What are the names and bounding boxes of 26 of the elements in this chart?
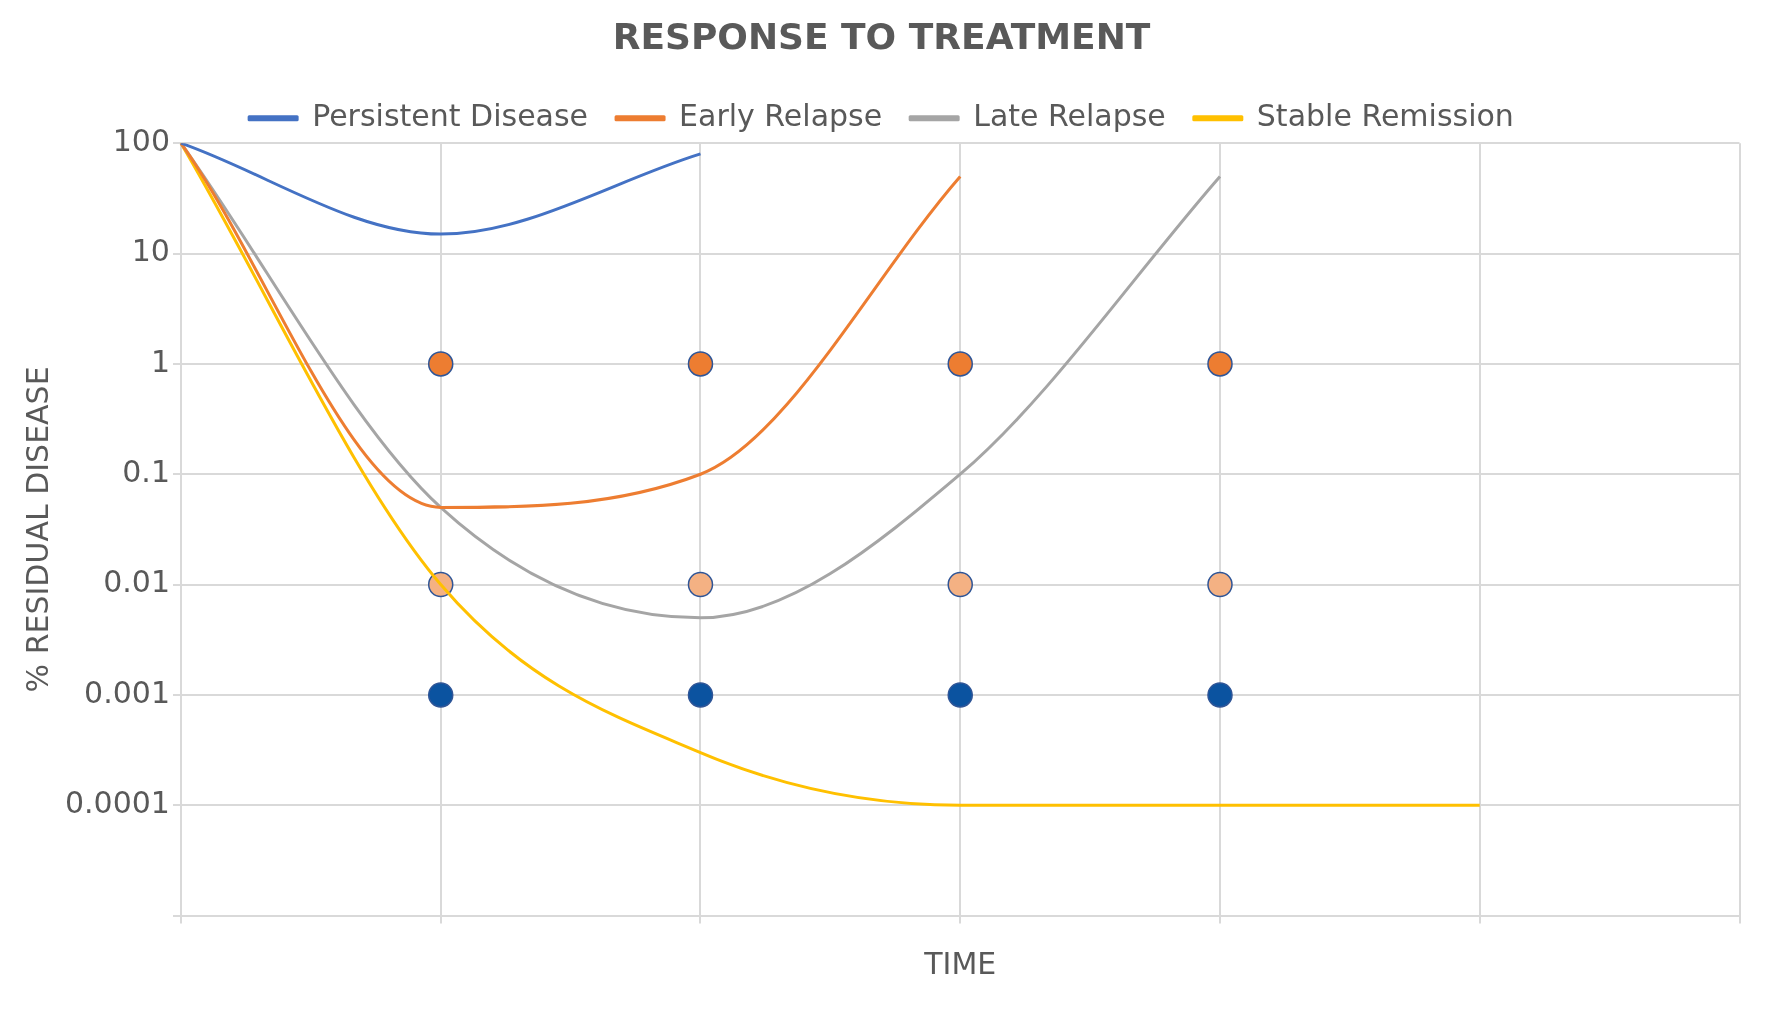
y-tick-label: 100 [112,123,170,158]
point [687,682,714,708]
legend-label: Early Relapse [679,98,883,133]
point [1207,351,1233,377]
legend-label: Persistent Disease [312,98,589,133]
point [687,571,714,598]
y-tick-label: 0.001 [84,674,170,710]
x-axis-title: TIME [923,945,997,981]
chart-title: RESPONSE TO TREATMENT [612,15,1151,57]
point [947,571,973,598]
y-tick-label: 0.1 [122,454,170,490]
point [947,682,973,708]
point [1207,682,1233,708]
y-tick-label: 10 [131,233,170,269]
line-series [179,143,962,509]
legend-label: Stable Remission [1256,98,1514,133]
y-axis-title: % RESIDUAL DISEASE [19,366,55,693]
y-tick-label: 1 [150,343,170,379]
y-tick-label: 0.01 [103,564,170,600]
point [947,351,973,377]
legend-label: Late Relapse [973,98,1166,133]
point [427,351,454,377]
point [427,682,454,708]
y-tick-label: 0.0001 [64,785,170,821]
point [1207,571,1233,598]
point [687,351,714,377]
